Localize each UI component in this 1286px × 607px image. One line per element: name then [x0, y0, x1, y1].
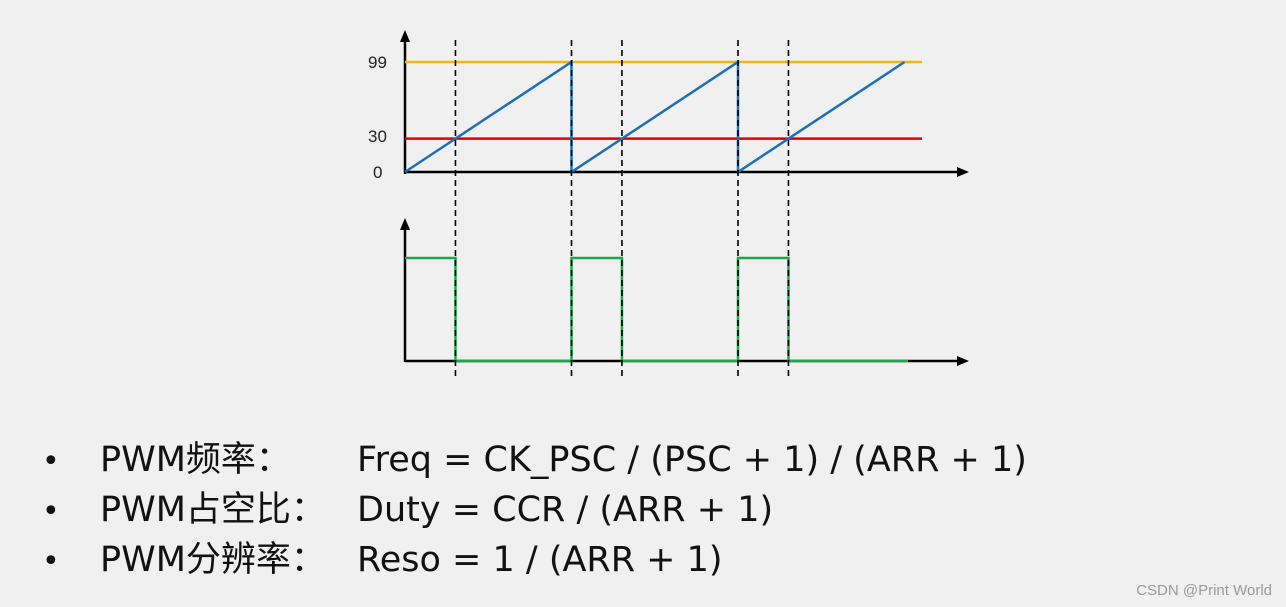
- formula-list: • PWM频率： Freq = CK_PSC / (PSC + 1) / (AR…: [42, 436, 1027, 586]
- top-x-arrow: [957, 167, 969, 177]
- bullet-dot: •: [42, 494, 60, 529]
- bullet-frequency: • PWM频率： Freq = CK_PSC / (PSC + 1) / (AR…: [42, 436, 1027, 486]
- formula-frequency: Freq = CK_PSC / (PSC + 1) / (ARR + 1): [357, 440, 1027, 480]
- formula-duty: Duty = CCR / (ARR + 1): [357, 490, 774, 530]
- bullet-duty: • PWM占空比： Duty = CCR / (ARR + 1): [42, 486, 1027, 536]
- bottom-x-arrow: [957, 356, 969, 366]
- pwm-timing-diagram: 99 30 0: [368, 30, 969, 380]
- bottom-y-arrow: [400, 218, 410, 230]
- y-tick-30: 30: [368, 127, 387, 146]
- bullet-dot: •: [42, 544, 60, 579]
- term-frequency: PWM频率：: [100, 440, 291, 480]
- watermark: CSDN @Print World: [1136, 582, 1272, 599]
- top-y-arrow: [400, 30, 410, 42]
- bottom-plot: [400, 218, 969, 366]
- top-plot: 99 30 0: [368, 30, 969, 182]
- pwm-output-wave: [405, 256, 908, 363]
- bullet-resolution: • PWM分辨率： Reso = 1 / (ARR + 1): [42, 536, 1027, 586]
- y-tick-0: 0: [373, 163, 382, 182]
- bullet-dot: •: [42, 444, 60, 479]
- dashed-guide-lines: [454, 40, 790, 380]
- term-resolution: PWM分辨率：: [100, 540, 326, 580]
- y-tick-99: 99: [368, 53, 387, 72]
- term-duty: PWM占空比：: [100, 490, 326, 530]
- counter-sawtooth: [404, 59, 906, 175]
- formula-resolution: Reso = 1 / (ARR + 1): [357, 540, 723, 580]
